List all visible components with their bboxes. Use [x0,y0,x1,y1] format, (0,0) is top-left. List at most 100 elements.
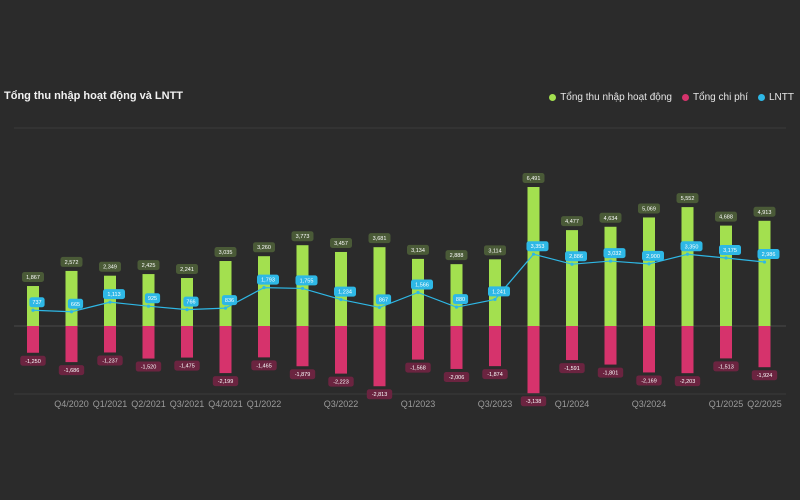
profit-data-label: 925 [148,296,157,302]
expense-data-label: -2,223 [333,380,349,386]
revenue-data-label: 6,491 [527,176,541,182]
revenue-data-label: 3,260 [257,245,271,251]
revenue-data-label-bg [99,261,121,272]
expense-data-label-bg [251,360,277,371]
profit-data-label-bg [526,241,549,252]
expense-data-label: -1,520 [141,365,157,371]
revenue-data-label-bg [407,244,429,255]
profit-data-label: 836 [225,298,234,304]
revenue-data-label: 3,114 [488,248,501,254]
profit-point [377,305,382,310]
expense-bar [720,326,732,359]
expense-data-label-bg [212,376,239,387]
legend-item-revenue[interactable]: Tổng thu nhập hoạt động [549,92,672,103]
expense-bar [27,326,39,353]
revenue-data-label: 3,773 [296,234,310,240]
expense-data-label-bg [58,365,85,376]
expense-bar [258,326,270,358]
expense-data-label: -1,874 [487,372,503,378]
expense-bar [104,326,116,353]
profit-point [608,259,613,263]
profit-point [570,262,574,266]
expense-bar [450,326,463,369]
profit-data-label: 867 [379,297,388,303]
revenue-data-label: 3,681 [373,236,387,242]
revenue-data-label-bg [291,231,314,242]
expense-data-label: -1,465 [256,363,272,369]
profit-data-label: 665 [71,302,80,308]
revenue-data-label-bg [522,173,545,183]
legend-item-profit[interactable]: LNTT [758,92,794,103]
profit-data-label-bg [295,275,318,286]
x-tick-label: Q3/2022 [324,399,359,409]
revenue-bar [643,217,655,326]
revenue-data-label-bg [214,247,237,258]
profit-data-label-bg [67,298,84,309]
expense-bar [296,326,309,367]
legend-profit-dot [758,94,765,101]
profit-point [146,304,151,308]
expense-data-label: -1,591 [564,366,580,372]
expense-data-label: -2,203 [680,379,696,385]
expense-bar [604,326,617,365]
expense-bar [489,326,501,367]
expense-bar [758,326,771,368]
profit-data-label: 3,350 [685,244,699,250]
legend-item-expense[interactable]: Tổng chi phí [681,92,748,103]
revenue-data-label: 4,477 [565,219,579,225]
profit-data-label: 880 [456,297,465,303]
x-tick-label: Q1/2025 [709,399,744,409]
revenue-data-label: 2,572 [65,260,79,266]
profit-data-label-bg [411,279,433,290]
expense-data-label-bg [405,362,431,373]
x-tick-label: Q3/2021 [170,399,205,409]
expense-data-label: -1,250 [25,359,41,365]
revenue-data-label-bg [638,203,660,214]
revenue-data-label: 1,867 [26,275,40,281]
revenue-bar [681,207,694,326]
legend-revenue-label: Tổng thu nhập hoạt động [560,92,672,103]
expense-bar [181,326,193,358]
profit-data-label: 1,241 [492,289,506,295]
profit-data-label-bg [757,249,780,260]
revenue-data-label: 4,634 [604,216,618,222]
revenue-bar [65,270,78,326]
expense-data-label-bg [20,355,46,366]
revenue-data-label-bg [599,212,622,223]
profit-point [185,307,189,312]
profit-data-label-bg [144,293,161,304]
profit-data-label: 2,986 [762,252,776,258]
x-tick-label: Q2/2021 [131,399,166,409]
expense-data-label: -1,568 [410,366,426,372]
revenue-bar [258,256,270,326]
profit-data-label: 3,353 [531,244,545,250]
profit-point [685,252,690,256]
x-tick-label: Q1/2021 [93,399,128,409]
expense-bar [566,326,578,361]
revenue-data-label: 2,241 [180,267,194,273]
expense-data-label-bg [713,361,739,372]
profit-data-label-bg [375,294,392,305]
profit-data-label: 1,113 [107,292,120,298]
profit-point [69,310,74,314]
revenue-data-label-bg [330,237,352,248]
expense-data-label: -2,169 [641,378,657,384]
revenue-data-label-bg [715,211,737,222]
profit-point [31,308,35,312]
profit-data-label-bg [488,286,510,297]
expense-data-label: -1,924 [757,373,773,379]
expense-bar [219,326,232,374]
revenue-bar [219,261,232,326]
revenue-data-label: 4,913 [758,210,772,216]
expense-data-label-bg [559,363,585,374]
expense-data-label: -1,686 [64,368,80,374]
expense-data-label: -1,475 [179,364,195,370]
expense-data-label-bg [328,376,354,387]
profit-data-label: 737 [32,300,41,306]
profit-data-label: 1,793 [261,278,275,284]
legend-profit-label: LNTT [769,92,794,103]
expense-data-label: -1,879 [295,372,311,378]
expense-bar [527,326,540,394]
expense-data-label-bg [674,376,701,387]
x-tick-label: Q3/2024 [632,399,667,409]
